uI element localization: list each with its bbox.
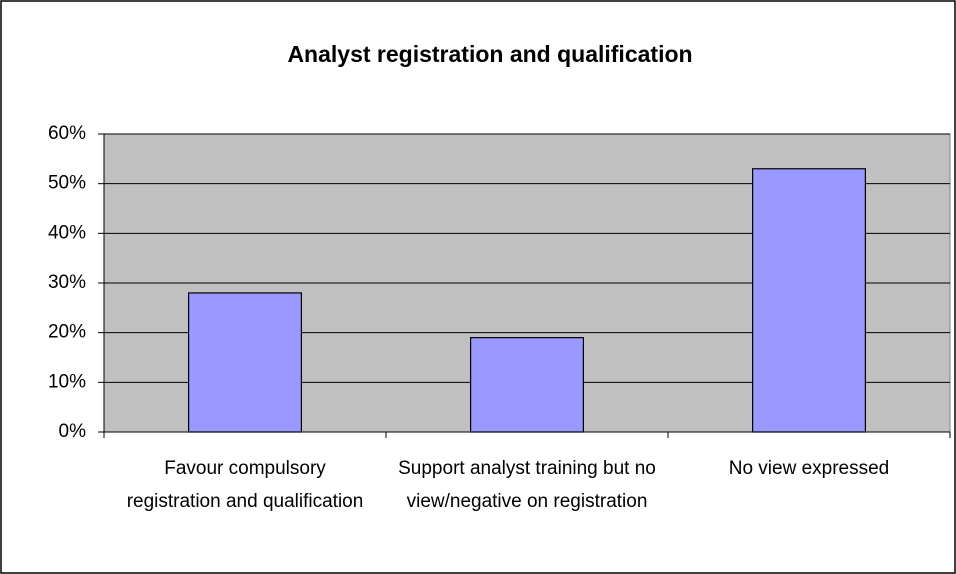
y-tick-label: 30% — [48, 272, 86, 293]
x-tick-label: No view expressed — [728, 458, 890, 479]
y-tick-label: 60% — [48, 123, 86, 144]
y-tick-label: 50% — [48, 173, 86, 194]
y-tick-label: 0% — [59, 421, 87, 442]
y-tick-label: 10% — [48, 371, 86, 392]
bar — [188, 292, 303, 433]
x-tick-label: Favour compulsory registration and quali… — [126, 458, 364, 512]
bar — [470, 337, 585, 433]
x-tick-label: Support analyst training but no view/neg… — [398, 458, 656, 512]
y-tick-label: 40% — [48, 222, 86, 243]
bar — [751, 168, 866, 433]
chart-title: Analyst registration and qualification — [287, 41, 692, 67]
y-tick-label: 20% — [48, 322, 86, 343]
